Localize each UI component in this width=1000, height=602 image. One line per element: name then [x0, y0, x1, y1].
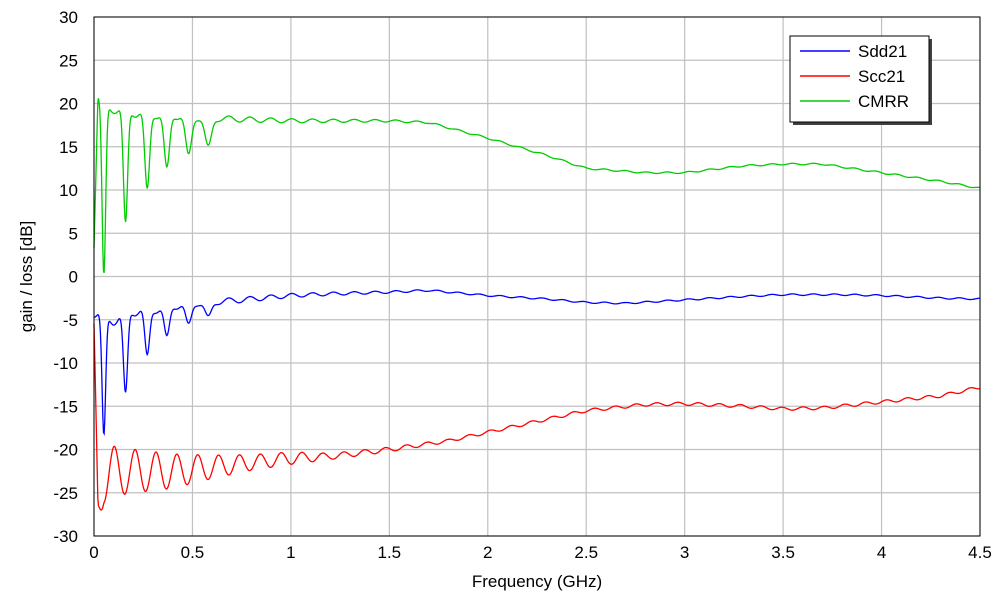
tick-labels: 0 0.5 1 1.5 2 2.5 3 3.5 4 4.5 30 25 20 15 10 5 0 -5 -10 -15…: [53, 8, 991, 562]
y-axis-label: gain / loss [dB]: [17, 221, 36, 333]
legend-label-cmrr: CMRR: [858, 92, 909, 111]
series-line-sdd21: [93, 289, 981, 436]
series-lines: [93, 98, 981, 511]
y-tick-label: 10: [59, 181, 78, 200]
y-tick-label: -5: [63, 311, 78, 330]
x-tick-label: 0: [89, 543, 98, 562]
x-tick-label: 2.5: [574, 543, 598, 562]
x-tick-label: 3.5: [771, 543, 795, 562]
y-tick-label: 0: [69, 268, 78, 287]
y-tick-label: 15: [59, 138, 78, 157]
plot-frame: [93, 16, 981, 537]
x-axis-label: Frequency (GHz): [472, 572, 602, 591]
y-tick-label: -30: [53, 527, 78, 546]
x-tick-label: 1: [286, 543, 295, 562]
y-tick-label: 5: [69, 224, 78, 243]
x-tick-label: 2: [483, 543, 492, 562]
series-line-scc21: [93, 323, 981, 511]
x-tick-label: 4: [877, 543, 886, 562]
y-tick-label: 20: [59, 95, 78, 114]
x-tick-label: 1.5: [378, 543, 402, 562]
series-line-cmrr: [93, 98, 981, 274]
x-tick-label: 3: [680, 543, 689, 562]
y-tick-label: 30: [59, 8, 78, 27]
y-tick-label: -10: [53, 354, 78, 373]
y-tick-label: -15: [53, 397, 78, 416]
legend: Sdd21 Scc21 CMRR: [789, 35, 932, 125]
y-tick-label: -25: [53, 484, 78, 503]
x-tick-label: 4.5: [968, 543, 992, 562]
y-tick-label: 25: [59, 51, 78, 70]
legend-label-scc21: Scc21: [858, 67, 905, 86]
y-tick-label: -20: [53, 441, 78, 460]
legend-label-sdd21: Sdd21: [858, 42, 907, 61]
x-tick-label: 0.5: [181, 543, 205, 562]
